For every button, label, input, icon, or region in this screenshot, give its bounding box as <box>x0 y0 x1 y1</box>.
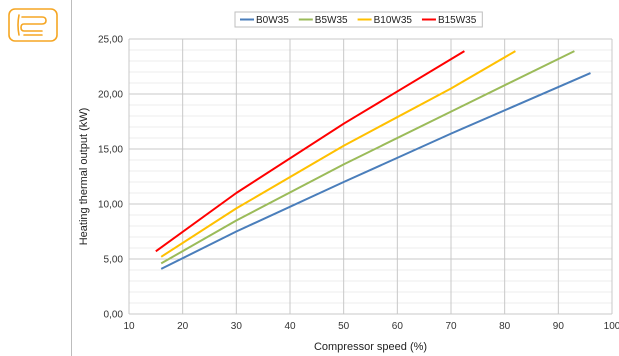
legend-label: B10W35 <box>374 15 413 26</box>
series-line-b15w35 <box>155 50 465 253</box>
x-tick-label: 10 <box>123 321 135 332</box>
x-tick-label: 50 <box>338 321 350 332</box>
y-tick-label: 10,00 <box>98 200 123 211</box>
legend-label: B5W35 <box>315 15 348 26</box>
x-tick-labels: 10 20 30 40 50 60 70 80 90 100 <box>123 321 619 332</box>
series-line-b5w35 <box>160 50 575 265</box>
series-line-b10w35 <box>160 50 516 258</box>
x-tick-label: 20 <box>177 321 189 332</box>
chart-frame: 10 20 30 40 50 60 70 80 90 100 0,00 5,00 10,00 15,00… <box>71 0 619 356</box>
x-tick-label: 60 <box>392 321 404 332</box>
series-line-b0w35 <box>160 72 591 270</box>
x-tick-label: 90 <box>553 321 565 332</box>
minor-gridlines <box>129 49 612 304</box>
legend-label: B0W35 <box>256 15 289 26</box>
series-layer <box>155 50 591 270</box>
x-tick-label: 100 <box>604 321 619 332</box>
x-tick-label: 70 <box>445 321 457 332</box>
y-tick-labels: 0,00 5,00 10,00 15,00 20,00 25,00 <box>98 35 123 321</box>
legend: B0W35 B5W35 B10W35 B15W35 <box>234 11 483 28</box>
y-axis-title: Heating thermal output (kW) <box>78 108 90 246</box>
y-tick-label: 0,00 <box>104 310 124 321</box>
x-axis-title: Compressor speed (%) <box>314 341 427 353</box>
x-tick-label: 30 <box>231 321 243 332</box>
line-chart: 10 20 30 40 50 60 70 80 90 100 0,00 5,00 10,00 15,00… <box>78 11 619 353</box>
major-gridlines <box>128 38 613 315</box>
x-tick-label: 80 <box>499 321 511 332</box>
y-tick-label: 25,00 <box>98 35 123 46</box>
y-tick-label: 15,00 <box>98 145 123 156</box>
legend-label: B15W35 <box>438 15 477 26</box>
floor-heating-pipe-icon <box>8 8 58 42</box>
y-tick-label: 20,00 <box>98 90 123 101</box>
x-tick-label: 40 <box>284 321 296 332</box>
y-tick-label: 5,00 <box>104 255 124 266</box>
